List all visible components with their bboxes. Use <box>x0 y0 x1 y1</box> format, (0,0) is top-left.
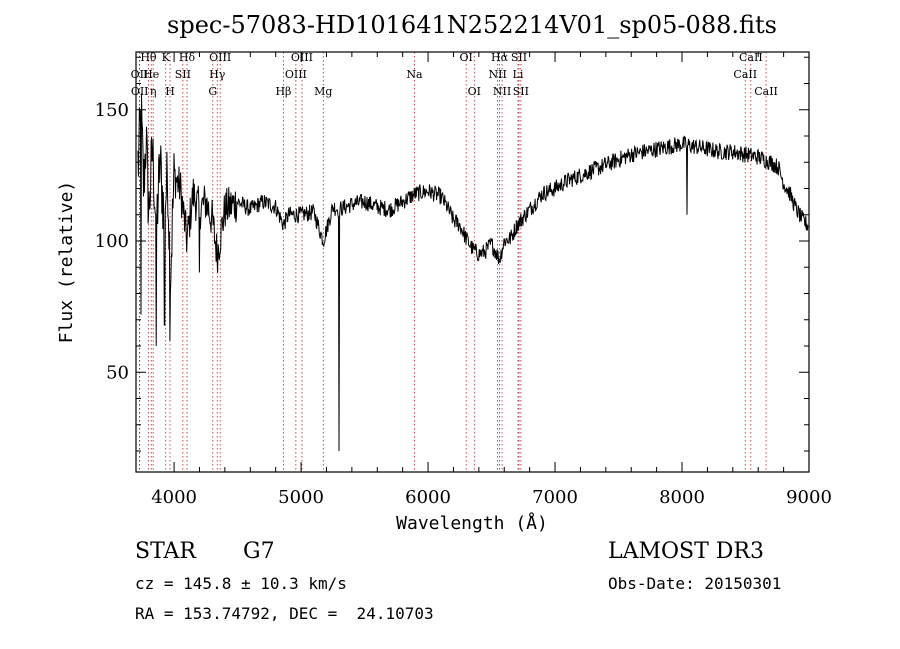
line-label: H <box>165 85 175 98</box>
x-tick-label: 7000 <box>532 487 578 508</box>
line-label: Hθ <box>140 51 157 64</box>
line-label: OIII <box>209 51 231 64</box>
line-markers <box>139 52 767 472</box>
line-label: SII <box>175 68 191 81</box>
chart-title: spec-57083-HD101641N252214V01_sp05-088.f… <box>167 11 777 39</box>
line-label: He <box>143 68 159 81</box>
line-label: OI <box>468 85 481 98</box>
line-label: CaII <box>754 85 778 98</box>
line-label: CaII <box>733 68 757 81</box>
spectrum-series <box>137 93 809 452</box>
coordinates-readout: RA = 153.74792, DEC = 24.10703 <box>135 604 434 623</box>
line-label: Hα <box>491 51 509 64</box>
line-label: SII <box>513 85 529 98</box>
observation-date: Obs-Date: 20150301 <box>608 574 782 593</box>
x-tick-label: 8000 <box>659 487 705 508</box>
line-label: G <box>208 85 217 98</box>
line-label: OIII <box>291 51 313 64</box>
line-label: NII <box>493 85 511 98</box>
line-label: NII <box>488 68 506 81</box>
line-label: OIII <box>285 68 307 81</box>
line-label: Li <box>513 68 524 81</box>
line-label: Mg <box>314 85 332 98</box>
line-label: SII <box>511 51 527 64</box>
line-label: Hδ <box>179 51 196 64</box>
y-tick-label: 150 <box>95 100 129 121</box>
plot-frame <box>135 51 810 473</box>
line-label: OII <box>131 85 149 98</box>
object-class: STAR <box>135 539 196 564</box>
line-label: Hγ <box>209 68 226 81</box>
x-tick-label: 6000 <box>405 487 451 508</box>
object-subclass: G7 <box>243 539 275 564</box>
line-label: Na <box>406 68 423 81</box>
spectrum-line <box>137 93 809 452</box>
line-label: K <box>162 51 171 64</box>
line-label: OI <box>459 51 472 64</box>
y-axis-label: Flux (relative) <box>56 181 77 344</box>
line-label: OII <box>131 68 149 81</box>
x-tick-label: 9000 <box>786 487 832 508</box>
y-tick-label: 50 <box>106 362 129 383</box>
redshift-readout: cz = 145.8 ± 10.3 km/s <box>135 574 347 593</box>
x-tick-label: 5000 <box>278 487 324 508</box>
survey-name: LAMOST DR3 <box>608 539 764 564</box>
line-label: Hβ <box>275 85 291 98</box>
line-label: η <box>150 85 157 98</box>
y-tick-label: 100 <box>95 231 129 252</box>
line-label: CaII <box>739 51 763 64</box>
x-axis-label: Wavelength (Å) <box>396 512 548 534</box>
axes: 4000 5000 6000 7000 8000 9000 50 100 150 <box>95 52 832 508</box>
x-tick-label: 4000 <box>151 487 197 508</box>
